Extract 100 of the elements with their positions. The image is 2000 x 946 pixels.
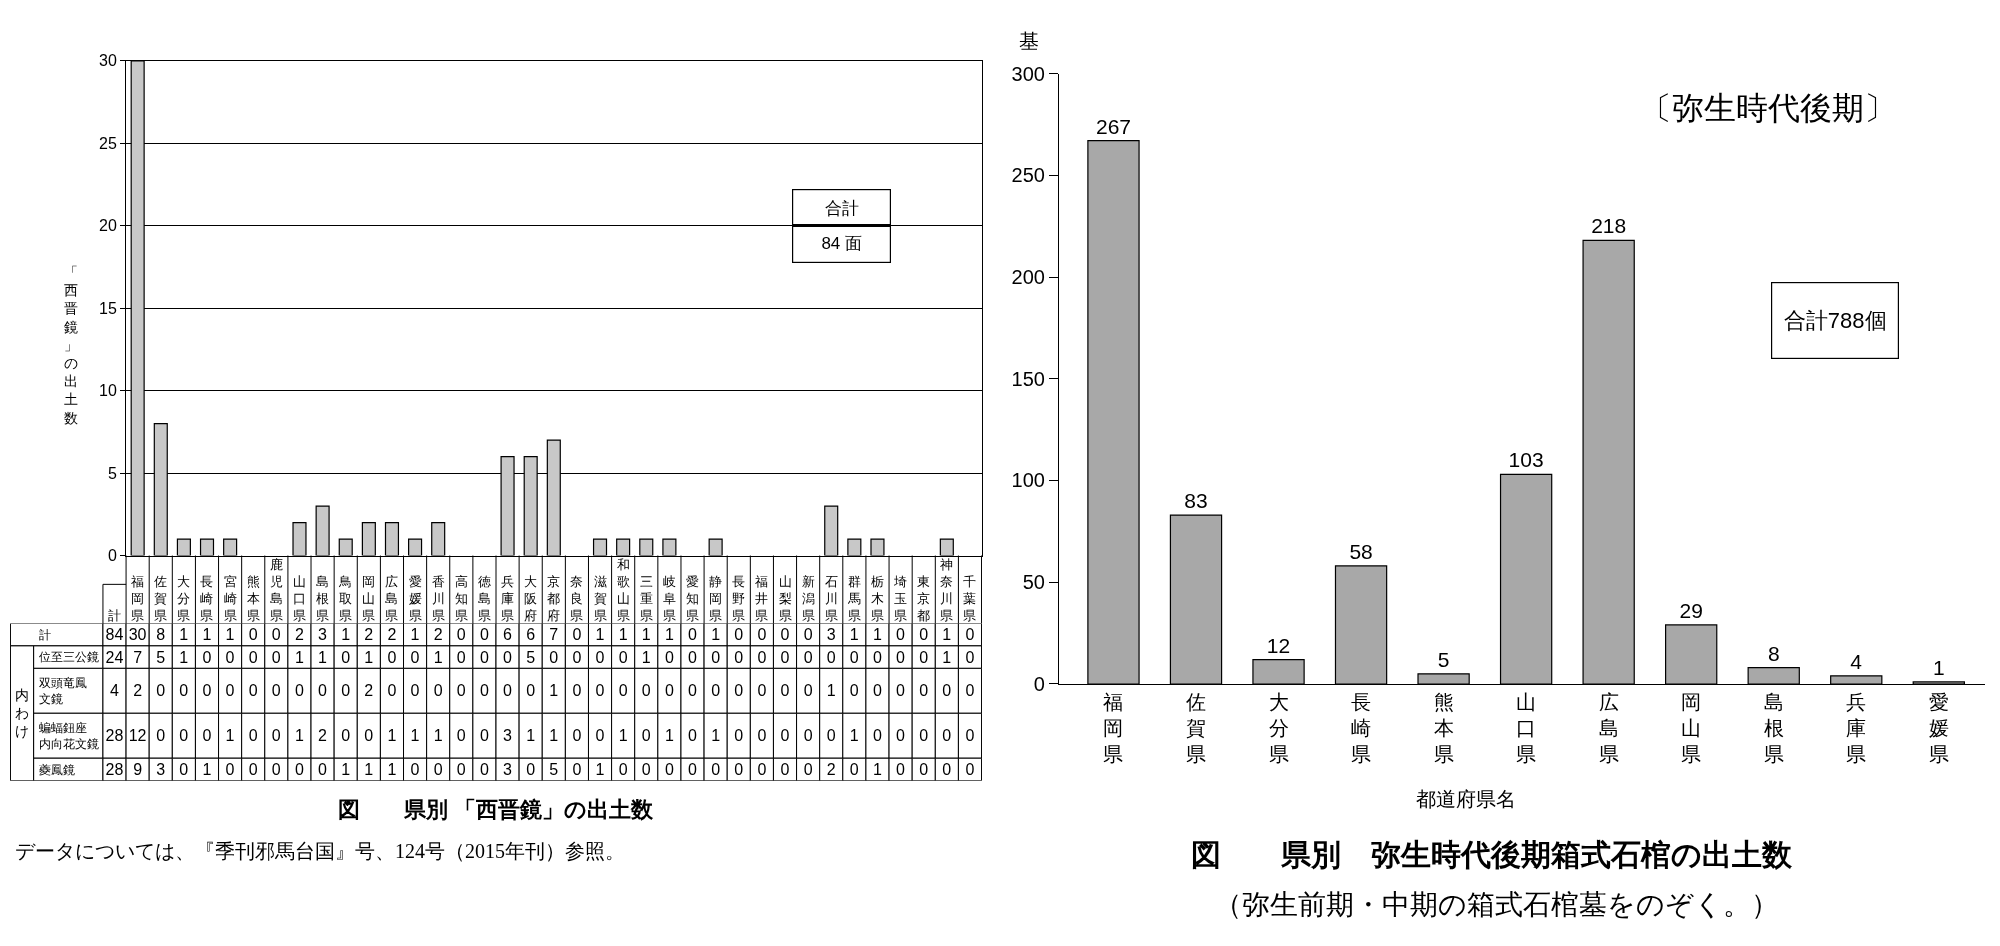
data-label: 2 [387,626,397,644]
y-tick-label: 5 [107,464,117,482]
data-label: 1 [826,682,836,700]
data-label: 0 [803,682,813,700]
y-tick-label: 150 [1011,367,1045,390]
y-tick-label: 50 [1022,571,1045,594]
data-label: 0 [965,626,975,644]
x-tick-label: 広島県 [385,574,399,623]
x-tick-label: 愛知県 [686,574,700,623]
data-label: 3 [156,760,166,778]
data-label: 1 [294,648,304,666]
x-tick-label: 山口県 [1516,691,1537,766]
y-tick-label: 20 [99,217,117,235]
y-tick-label: 0 [107,547,117,565]
x-tick-label: 兵庫県 [501,574,515,623]
data-label: 267 [1095,114,1131,138]
x-tick-label: 大阪府 [524,574,538,623]
data-label: 1 [618,727,628,745]
data-label: 0 [341,682,351,700]
data-label: 0 [572,626,582,644]
data-label: 0 [849,648,859,666]
data-label: 0 [248,648,258,666]
data-label: 1 [294,727,304,745]
data-label: 1 [595,760,605,778]
data-label: 2 [826,760,836,778]
x-tick-label: 島根県 [1763,691,1784,766]
data-label: 0 [410,648,420,666]
data-label: 0 [479,648,489,666]
data-label: 103 [1508,448,1544,472]
data-label: 0 [641,682,651,700]
data-label: 0 [526,760,536,778]
data-label: 2 [364,626,374,644]
data-label: 9 [133,760,143,778]
data-label: 1 [410,727,420,745]
data-label: 0 [919,760,929,778]
data-label: 0 [248,682,258,700]
data-label: 0 [803,727,813,745]
data-label: 0 [734,727,744,745]
data-label: 0 [803,648,813,666]
y-tick-label: 30 [99,52,117,70]
data-label: 0 [849,760,859,778]
data-label: 1 [387,760,397,778]
data-label: 0 [688,626,698,644]
data-label: 0 [410,682,420,700]
data-label: 0 [664,682,674,700]
data-label: 28 [105,760,124,778]
data-label: 0 [271,727,281,745]
x-tick-label: 広島県 [1598,691,1619,766]
x-tick-label: 群馬県 [846,574,861,623]
data-label: 0 [688,760,698,778]
data-label: 0 [757,682,767,700]
x-axis-title: 都道府県名 [1416,788,1516,810]
data-label: 1 [341,626,351,644]
data-label: 0 [433,682,443,700]
data-label: 0 [734,626,744,644]
data-label: 4 [1850,649,1863,673]
x-tick-label: 千葉県 [963,574,977,623]
data-label: 0 [156,682,166,700]
data-label: 1 [341,760,351,778]
data-label: 1 [387,727,397,745]
data-label: 0 [965,760,975,778]
data-label: 1 [942,648,952,666]
data-label: 8 [1767,641,1780,665]
data-label: 1 [526,727,536,745]
x-tick-label: 滋賀県 [593,574,607,623]
data-label: 0 [410,760,420,778]
x-tick-label: 兵庫県 [1846,691,1867,766]
data-label: 2 [318,727,328,745]
x-tick-label: 佐賀県 [1186,691,1206,766]
data-label: 8 [156,626,166,644]
data-label: 1 [618,626,628,644]
data-label: 1 [872,626,882,644]
y-tick-label: 15 [99,299,117,317]
data-label: 0 [156,727,166,745]
data-label: 0 [896,682,906,700]
data-label: 0 [780,626,790,644]
data-label: 0 [341,727,351,745]
data-label: 0 [803,626,813,644]
y-tick-label: 10 [99,382,117,400]
data-label: 0 [456,648,466,666]
data-label: 3 [826,626,836,644]
x-tick-label: 福井県 [755,574,769,623]
data-label: 30 [128,626,147,644]
data-label: 0 [271,682,281,700]
data-label: 0 [618,648,628,666]
data-label: 1 [410,626,420,644]
annotation: 〔弥生時代後期〕 [1640,90,1896,126]
x-tick-label: 佐賀県 [154,574,168,623]
x-tick-label: 愛媛県 [1928,691,1949,766]
data-label: 5 [156,648,166,666]
data-label: 0 [503,682,513,700]
data-label: 0 [780,727,790,745]
data-label: 0 [711,648,721,666]
data-label: 1 [1932,655,1945,679]
y-axis-title: 基 [1019,30,1039,52]
data-label: 0 [179,760,189,778]
data-label: 29 [1679,598,1703,622]
x-tick-label: 福岡県 [1103,691,1124,766]
x-tick-label: 石川県 [824,574,838,623]
y-tick-label: 双頭竜鳳文鏡 [39,676,87,706]
